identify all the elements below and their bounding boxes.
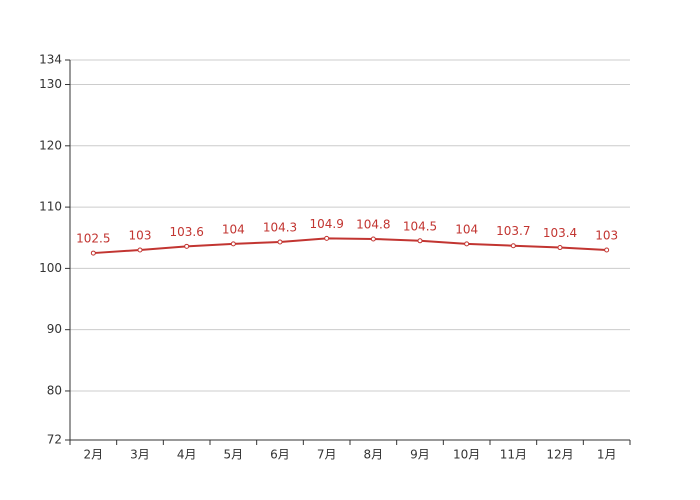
y-tick-label: 134 (39, 53, 62, 67)
value-label: 104.5 (403, 219, 437, 233)
point (557, 245, 563, 251)
y-tick-label: 120 (39, 138, 62, 152)
value-label: 104.8 (356, 217, 390, 231)
x-tick-label: 8月 (364, 448, 384, 462)
y-tick-label: 90 (47, 322, 62, 336)
x-tick-label: 4月 (177, 448, 197, 462)
point (324, 235, 330, 241)
value-label: 103.6 (169, 225, 203, 239)
point (137, 247, 143, 253)
point (604, 247, 610, 253)
value-label: 104.3 (263, 221, 297, 235)
x-tick-label: 12月 (546, 448, 573, 462)
point (184, 243, 190, 249)
x-tick-label: 9月 (410, 448, 430, 462)
value-label: 103 (129, 229, 152, 243)
point (90, 250, 96, 256)
value-label: 104 (222, 222, 245, 236)
point (417, 238, 423, 244)
value-label: 103.7 (496, 224, 530, 238)
y-tick-label: 80 (47, 383, 62, 397)
y-tick-label: 100 (39, 261, 62, 275)
x-tick-label: 7月 (317, 448, 337, 462)
value-label: 103.4 (543, 226, 577, 240)
x-tick-label: 11月 (500, 448, 527, 462)
point (277, 239, 283, 245)
y-tick-label: 110 (39, 200, 62, 214)
x-tick-label: 6月 (270, 448, 290, 462)
point (510, 243, 516, 249)
line (93, 237, 607, 255)
point (370, 236, 376, 242)
value-label: 103 (595, 229, 618, 243)
x-tick-label: 1月 (597, 448, 617, 462)
y-tick-label: 72 (47, 433, 62, 447)
value-label: 104.9 (309, 217, 343, 231)
y-tick-label: 130 (39, 77, 62, 91)
x-tick-label: 10月 (453, 448, 480, 462)
x-tick-label: 2月 (84, 448, 104, 462)
value-label: 102.5 (76, 232, 110, 246)
point (230, 241, 236, 247)
point (464, 241, 470, 247)
x-tick-label: 5月 (224, 448, 244, 462)
value-label: 104 (455, 222, 478, 236)
x-tick-label: 3月 (130, 448, 150, 462)
